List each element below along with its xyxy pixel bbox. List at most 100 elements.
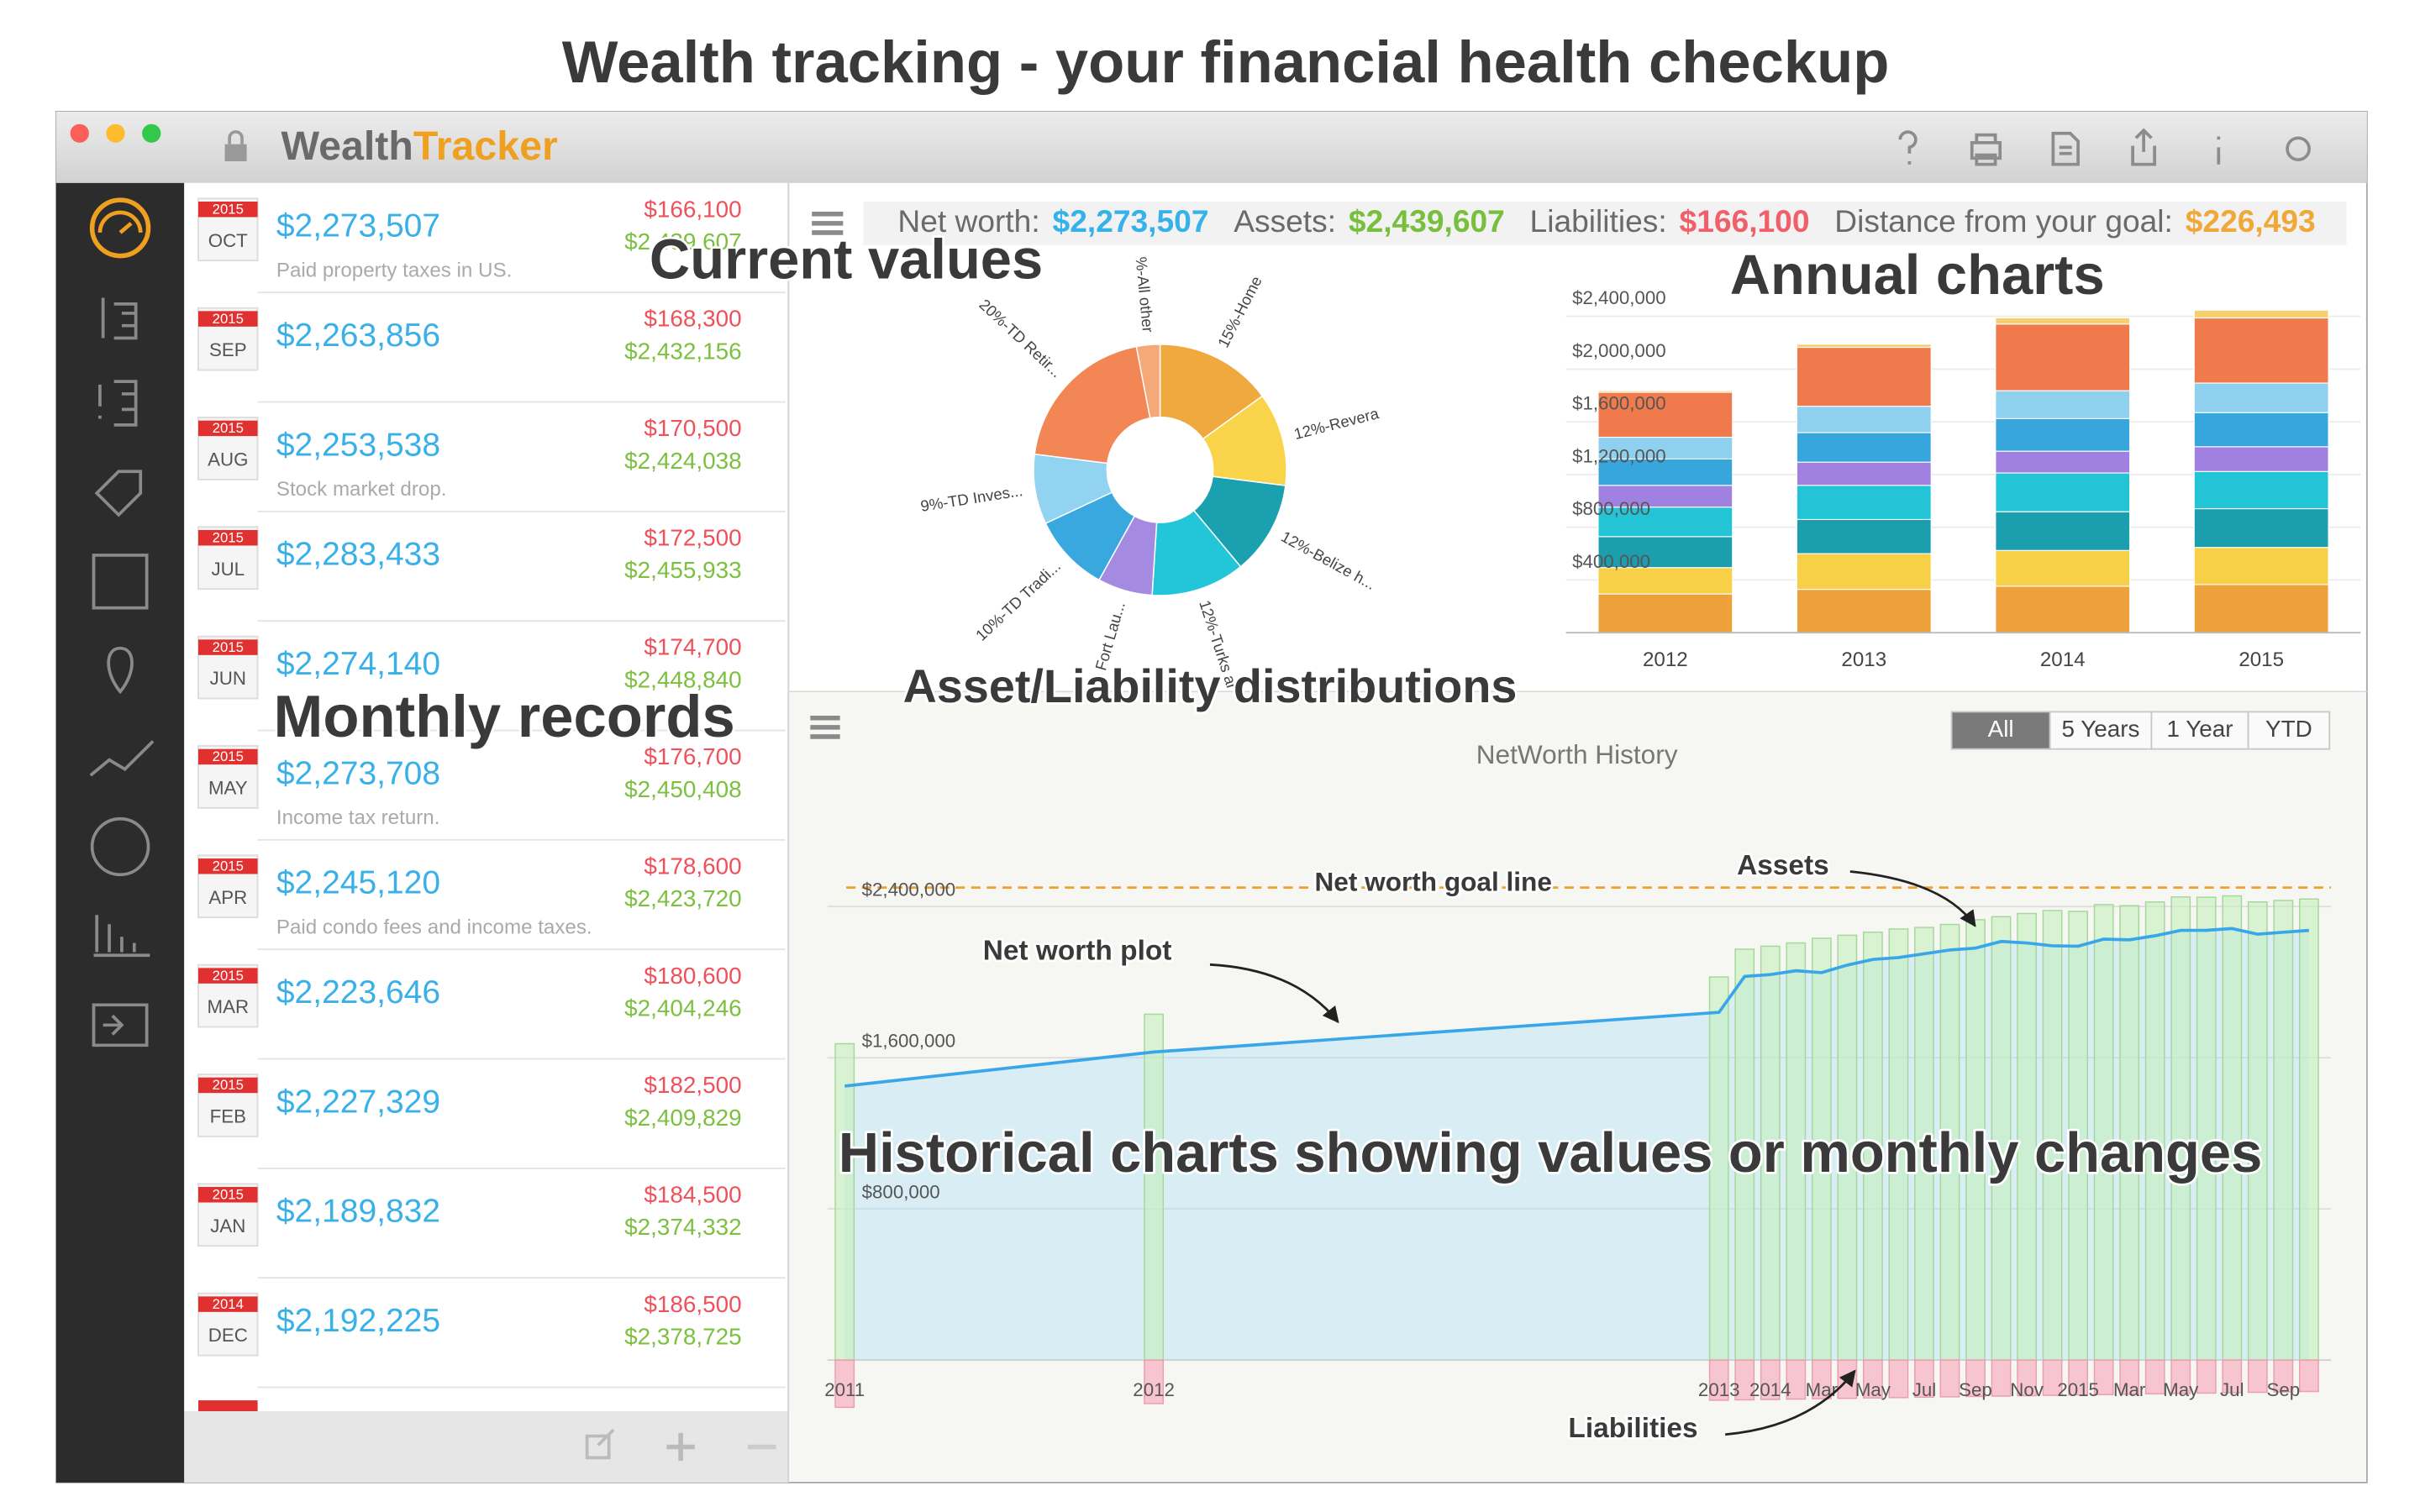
liability-bar bbox=[1708, 1359, 1729, 1401]
bar-segment bbox=[1995, 323, 2131, 391]
calendar-badge-partial bbox=[197, 1400, 258, 1411]
asset-bar bbox=[834, 1042, 855, 1361]
print-button[interactable] bbox=[1970, 133, 2002, 166]
x-tick-label: Nov bbox=[2010, 1379, 2044, 1400]
tags-icon[interactable] bbox=[94, 470, 143, 517]
liability-bar bbox=[1939, 1359, 1960, 1398]
liability-bar bbox=[1991, 1359, 2012, 1397]
record-year: 2014 bbox=[213, 1296, 244, 1312]
record-net-worth: $2,189,832 bbox=[276, 1194, 440, 1230]
record-assets: $2,432,156 bbox=[624, 339, 741, 365]
arrow bbox=[1725, 1369, 1856, 1436]
x-tick-label: 2011 bbox=[824, 1379, 865, 1400]
records-toolbar bbox=[184, 1411, 789, 1483]
x-tick-label: 2015 bbox=[2057, 1379, 2099, 1400]
chart-title: NetWorth History bbox=[1476, 740, 1678, 769]
share-button[interactable] bbox=[2131, 128, 2156, 166]
edit-button[interactable] bbox=[585, 1428, 615, 1460]
liability-bar bbox=[1734, 1359, 1755, 1401]
app-name-part: Tracker bbox=[413, 123, 558, 169]
toolbar bbox=[1898, 128, 2311, 166]
x-tick-label: Mar bbox=[2113, 1379, 2146, 1400]
menu-button[interactable] bbox=[810, 716, 840, 739]
record-liabilities: $184,500 bbox=[644, 1182, 741, 1208]
summary-value: $2,439,607 bbox=[1349, 203, 1505, 239]
record-year: 2015 bbox=[213, 639, 244, 655]
asset-bar bbox=[2273, 900, 2294, 1361]
bar-segment bbox=[1995, 390, 2131, 419]
liability-bar bbox=[2093, 1359, 2114, 1395]
liability-bar bbox=[1811, 1359, 1832, 1399]
bar-segment bbox=[1597, 567, 1733, 595]
bar-segment bbox=[1796, 432, 1932, 463]
record-year: 2015 bbox=[213, 311, 244, 327]
bar-segment bbox=[2193, 547, 2329, 585]
record-month: JUN bbox=[210, 668, 246, 689]
liability-bar bbox=[2017, 1359, 2037, 1397]
dashboard-icon[interactable] bbox=[89, 197, 151, 259]
bar-segment bbox=[1995, 317, 2131, 325]
accounts-icon[interactable] bbox=[101, 297, 138, 340]
trends-icon[interactable] bbox=[89, 740, 155, 777]
x-tick-label: Jul bbox=[2220, 1379, 2244, 1400]
bar-segment bbox=[1995, 417, 2131, 452]
record-net-worth: $2,274,140 bbox=[276, 646, 440, 682]
menu-button[interactable] bbox=[812, 212, 844, 235]
liability-bar bbox=[2222, 1359, 2243, 1394]
help-button[interactable] bbox=[1898, 130, 1918, 165]
record-month: JAN bbox=[210, 1215, 245, 1236]
calendar-band bbox=[197, 748, 258, 765]
zoom-button[interactable] bbox=[142, 123, 161, 143]
range-button[interactable] bbox=[1950, 711, 2051, 750]
summary-label: Assets: bbox=[1234, 203, 1336, 239]
x-tick-label: 2012 bbox=[1133, 1379, 1175, 1400]
record-year: 2015 bbox=[213, 1187, 244, 1203]
record-month: FEB bbox=[210, 1106, 246, 1127]
liability-bar bbox=[1863, 1359, 1883, 1399]
series-annotation: Liabilities bbox=[1568, 1413, 1697, 1444]
record-note: Stock market drop. bbox=[276, 478, 447, 501]
record-note: Income tax return. bbox=[276, 806, 440, 829]
record-month: DEC bbox=[208, 1325, 248, 1346]
document-button[interactable] bbox=[2051, 131, 2080, 166]
pie-icon[interactable] bbox=[90, 816, 150, 877]
settings-button[interactable] bbox=[2286, 136, 2311, 161]
asset-bar bbox=[1144, 1013, 1165, 1361]
range-button-label[interactable]: All bbox=[1988, 716, 2014, 742]
bar-segment bbox=[1796, 589, 1932, 633]
range-button-label[interactable]: 1 Year bbox=[2167, 716, 2233, 742]
calendar-band bbox=[197, 1077, 258, 1094]
record-net-worth: $2,263,856 bbox=[276, 318, 440, 354]
bar-segment bbox=[1995, 472, 2131, 512]
x-tick-label: Jul bbox=[1912, 1379, 1936, 1400]
range-button-label[interactable]: YTD bbox=[2265, 716, 2312, 742]
calendar-band bbox=[197, 1296, 258, 1312]
y-tick-label: $800,000 bbox=[862, 1182, 940, 1203]
bar-segment bbox=[1796, 518, 1932, 554]
range-button[interactable] bbox=[2247, 711, 2331, 750]
record-net-worth: $2,273,708 bbox=[276, 755, 440, 791]
close-button[interactable] bbox=[70, 123, 89, 143]
x-tick-label: 2014 bbox=[1749, 1379, 1791, 1400]
record-year: 2015 bbox=[213, 530, 244, 546]
bars-icon[interactable] bbox=[93, 915, 150, 958]
range-button[interactable] bbox=[2049, 711, 2153, 750]
reports-icon[interactable] bbox=[92, 554, 149, 610]
range-button[interactable] bbox=[2150, 711, 2249, 750]
add-button[interactable] bbox=[666, 1432, 695, 1462]
minimize-button[interactable] bbox=[106, 123, 125, 143]
transfer-icon[interactable] bbox=[92, 1003, 149, 1047]
bar-segment bbox=[1597, 458, 1733, 486]
y-tick-label: $2,400,000 bbox=[1572, 287, 1666, 308]
bar-segment bbox=[2193, 317, 2329, 384]
record-assets: $2,424,038 bbox=[624, 448, 741, 474]
bar-segment bbox=[2193, 412, 2329, 448]
range-button-label[interactable]: 5 Years bbox=[2062, 716, 2140, 742]
location-icon[interactable] bbox=[107, 646, 134, 695]
liability-bar bbox=[834, 1359, 855, 1409]
record-month: MAY bbox=[208, 778, 248, 799]
summary-bar bbox=[863, 202, 2347, 245]
liabilities-icon[interactable] bbox=[98, 380, 138, 427]
